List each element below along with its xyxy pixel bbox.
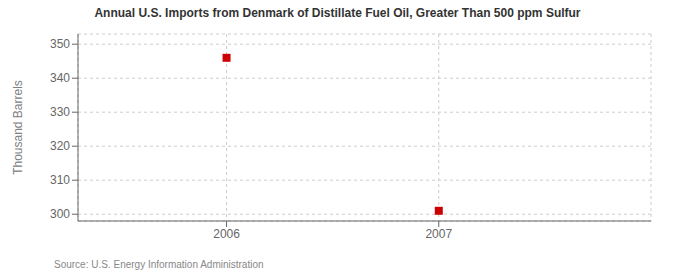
html-text:Annual U.S. Imports from Denma: Annual U.S. Imports from Denmark of Dist… [94,6,581,20]
svg-text:350: 350 [50,37,70,51]
html-text:Source: U.S. Energy Informatio: Source: U.S. Energy Information Administ… [54,259,264,270]
svg-text:2006: 2006 [213,227,240,241]
svg-text:320: 320 [50,139,70,153]
svg-text:Thousand Barrels: Thousand Barrels [11,80,25,175]
svg-text:330: 330 [50,105,70,119]
svg-text:310: 310 [50,173,70,187]
svg-text:300: 300 [50,207,70,221]
svg-text:340: 340 [50,71,70,85]
svg-text:2007: 2007 [425,227,452,241]
